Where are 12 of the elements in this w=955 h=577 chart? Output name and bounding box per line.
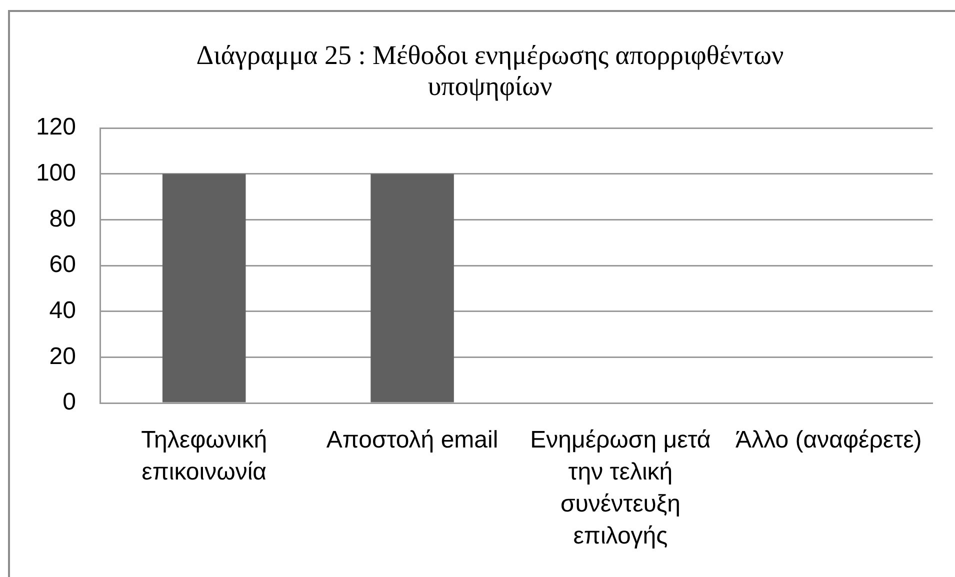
x-tick-label: Αποστολή email <box>326 426 498 454</box>
chart-title: Διάγραμμα 25 : Μέθοδοι ενημέρωσης απορριφθέντων υποψηφίων <box>195 40 785 102</box>
y-tick-label: 80 <box>49 205 76 232</box>
y-tick-label: 60 <box>49 251 76 278</box>
x-tick-label: Τηλεφωνική επικοινωνία <box>141 426 268 486</box>
y-tick-label: 100 <box>36 159 76 186</box>
y-tick-label: 120 <box>36 114 76 141</box>
y-tick-label: 0 <box>62 388 76 416</box>
y-tick-label: 20 <box>49 342 76 370</box>
x-tick-label: Άλλο (αναφέρετε) <box>736 426 922 454</box>
x-tick-label: Ενημέρωση μετά την τελική συνέντευξη επιλογής <box>530 426 711 550</box>
y-tick-label: 40 <box>49 296 76 324</box>
